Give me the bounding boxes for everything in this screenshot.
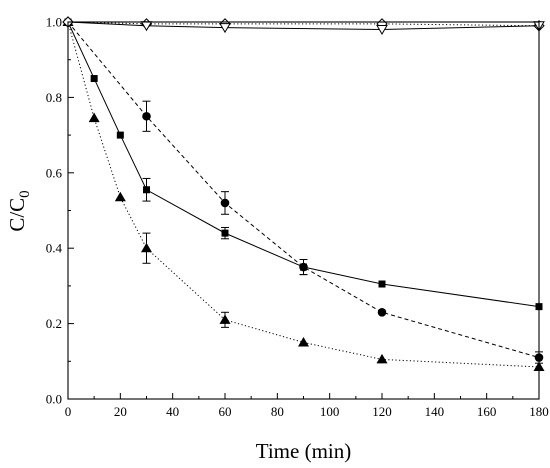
x-tick-label: 20 <box>114 404 127 419</box>
y-axis-title-subscript: 0 <box>17 190 33 198</box>
x-tick-label: 160 <box>477 404 497 419</box>
x-tick-label: 140 <box>425 404 445 419</box>
y-tick-label: 0.4 <box>46 241 63 256</box>
x-tick-label: 0 <box>65 404 72 419</box>
y-tick-label: 0.0 <box>46 392 62 407</box>
data-point-triangle <box>219 314 231 324</box>
y-tick-label: 1.0 <box>46 15 62 30</box>
data-point-square <box>90 75 98 83</box>
data-point-triangle <box>88 112 100 123</box>
data-point-circle <box>142 111 151 121</box>
axis-ticks: 0 20 40 60 80 100 120 140 160 180 0.0 0.2 0.4 0.6 0.8 1… <box>46 15 549 420</box>
x-axis-title: Time (min) <box>256 439 351 463</box>
y-tick-label: 0.2 <box>46 316 62 331</box>
x-tick-label: 80 <box>271 404 284 419</box>
series-line <box>67 21 540 31</box>
data-point-square <box>221 229 229 237</box>
plot-area <box>62 16 545 371</box>
x-tick-label: 180 <box>529 404 549 419</box>
data-point-triangle-down <box>219 23 231 34</box>
x-tick-label: 120 <box>372 404 392 419</box>
y-tick-label: 0.8 <box>46 90 62 105</box>
y-tick-label: 0.6 <box>46 165 63 180</box>
series-triangle-down-open <box>62 16 545 36</box>
x-tick-label: 60 <box>219 404 232 419</box>
data-point-square <box>378 280 386 288</box>
y-axis-title-main: C/C <box>5 198 29 232</box>
data-point-triangle <box>298 336 309 347</box>
y-axis-title: C/C0 <box>5 190 33 231</box>
data-point-triangle <box>141 242 152 253</box>
data-point-circle <box>299 262 308 272</box>
series-circle-filled <box>63 17 544 364</box>
series-line <box>67 21 540 359</box>
data-point-square <box>143 186 150 194</box>
data-point-circle <box>220 198 230 208</box>
series-line <box>67 21 540 308</box>
data-point-circle <box>377 307 387 317</box>
x-tick-label: 100 <box>320 404 340 419</box>
data-point-triangle <box>376 353 388 364</box>
series-line <box>67 21 540 368</box>
data-point-triangle-down <box>376 25 388 36</box>
data-point-triangle <box>114 191 126 202</box>
series-triangle-filled <box>62 16 545 371</box>
data-point-square <box>116 131 124 139</box>
x-tick-label: 40 <box>166 404 179 419</box>
